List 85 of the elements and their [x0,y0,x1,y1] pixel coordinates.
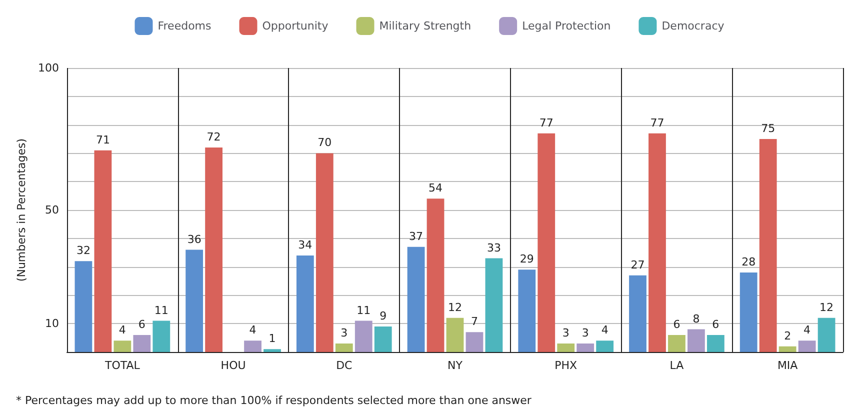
bar [668,334,686,352]
data-label: 12 [820,300,834,314]
data-label: 32 [76,244,90,258]
data-label: 9 [380,309,387,322]
data-label: 75 [761,122,776,135]
bar [740,272,758,352]
bar [114,340,132,352]
x-tick-label: HOU [220,359,246,372]
data-label: 77 [650,116,664,130]
y-tick-label: 10 [45,317,59,330]
bar [688,329,705,352]
bar [374,326,392,352]
data-label: 7 [470,315,478,328]
bar [244,340,262,352]
bar [354,320,372,352]
bar [74,261,92,352]
legend-label: Opportunity [262,20,329,32]
data-label: 70 [318,136,332,150]
x-tick-label: LA [670,359,684,372]
bar [407,246,425,352]
x-tick-label: DC [336,359,353,372]
bar [557,343,575,352]
legend-label: Freedoms [158,20,212,32]
data-label: 54 [428,182,443,195]
data-label: 4 [118,324,126,337]
data-label: 27 [630,258,645,272]
x-tick-label: PHX [554,359,578,372]
data-label: 3 [562,326,570,340]
bar [485,258,503,352]
bar [518,270,536,352]
bar [596,340,614,352]
x-tick-label: NY [448,359,463,372]
data-label: 71 [96,133,110,146]
legend-label: Military Strength [379,20,472,32]
y-axis-title: (Numbers in Percentages) [15,138,28,282]
data-label: 28 [742,255,756,268]
bar [296,255,314,352]
bar [706,334,724,352]
bar [152,320,170,352]
data-label: 72 [206,130,221,144]
data-label: 3 [582,326,589,340]
data-label: 36 [187,232,202,246]
bar [335,343,353,352]
bar [133,334,151,352]
data-label: 3 [340,326,348,340]
data-label: 4 [804,324,811,337]
bar [446,318,464,352]
data-label: 1 [268,332,276,346]
text: * Percentages may add up to more than 100% if respondents selected more than one answer [16,394,532,407]
y-tick-label: 100 [38,62,59,74]
data-label: 37 [409,230,424,243]
data-label: 6 [673,318,680,331]
bar [648,133,666,352]
data-label: 33 [486,241,501,254]
bar [818,318,836,352]
bar [798,340,816,352]
data-label: 11 [154,304,168,317]
bar [466,332,484,352]
bar [538,133,556,352]
bar [778,346,796,352]
bar [186,250,204,352]
bar [576,343,594,352]
data-label: 6 [138,318,146,331]
bar [94,150,112,352]
x-tick-label: MIA [777,359,798,372]
bar [629,275,646,352]
data-label: 29 [520,252,534,266]
data-label: 4 [601,324,608,337]
data-label: 34 [298,238,312,252]
legend-label: Legal Protection [522,20,611,32]
legend-label: Democracy [662,20,725,32]
bar [759,139,777,352]
data-label: 11 [356,304,371,317]
data-label: 2 [784,329,792,342]
data-label: 8 [692,312,700,326]
bar [426,198,444,352]
data-label: 12 [448,300,462,314]
bar [316,153,334,352]
x-tick-label: TOTAL [104,359,141,372]
data-label: 77 [539,116,554,130]
y-tick-label: 50 [45,204,59,216]
bar [264,349,281,352]
data-label: 6 [712,318,720,331]
bar [205,148,222,352]
data-label: 4 [249,324,256,337]
